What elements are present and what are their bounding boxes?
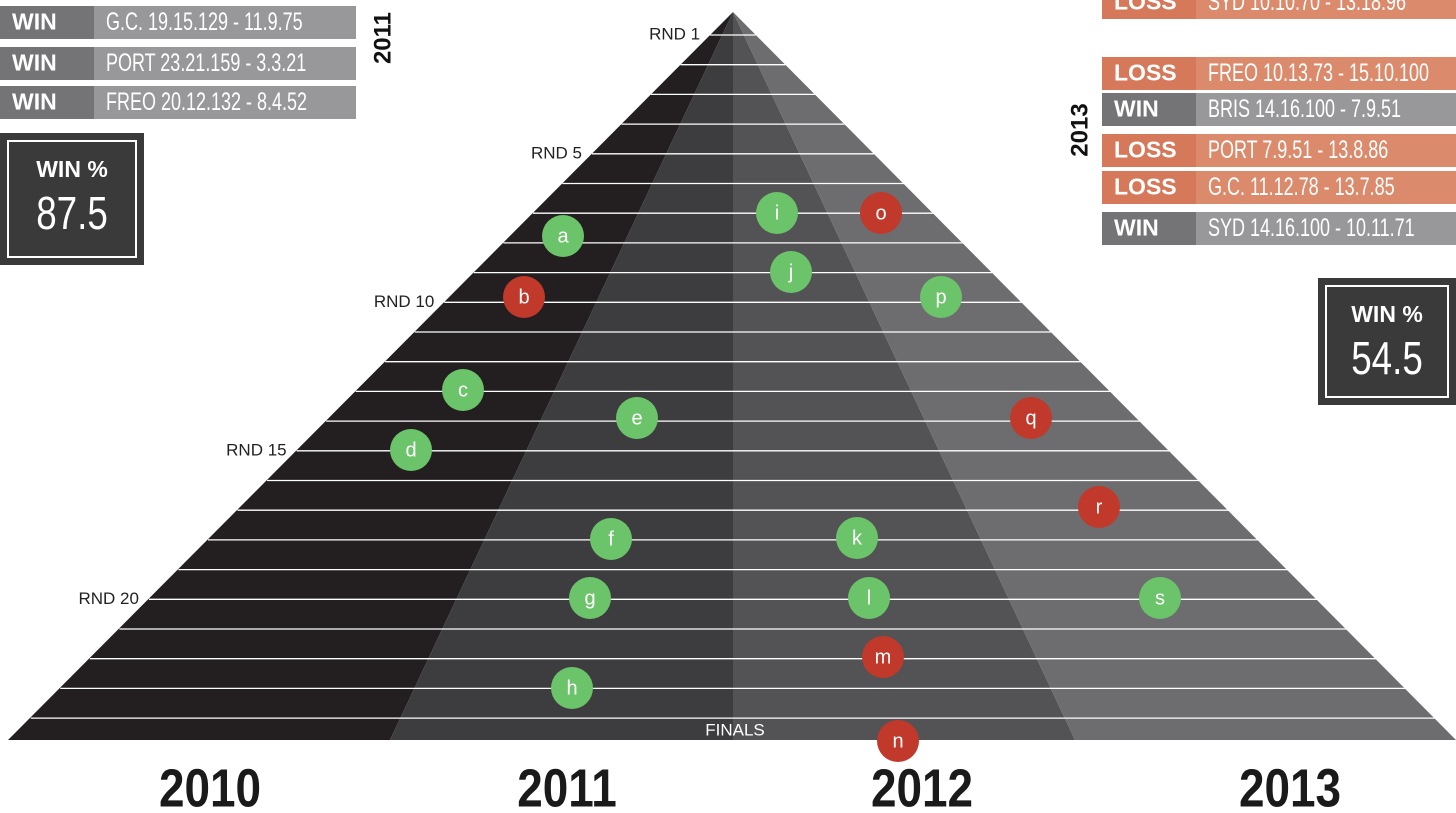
result-text: WIN <box>12 9 57 35</box>
marker-label: g <box>584 587 595 609</box>
marker-label: c <box>458 379 468 401</box>
win-pct-label: WIN % <box>36 156 108 182</box>
marker-label: a <box>557 225 569 247</box>
finals-label: FINALS <box>705 720 765 739</box>
marker-label: l <box>867 587 871 609</box>
win-pct-value: 54.5 <box>1351 332 1423 384</box>
marker-label: s <box>1155 587 1165 609</box>
score-text: BRIS 14.16.100 - 7.9.51 <box>1208 94 1401 123</box>
result-text: WIN <box>1114 96 1159 122</box>
round-label: RND 10 <box>374 292 434 311</box>
round-label: RND 1 <box>649 24 700 43</box>
score-text: FREO 10.13.73 - 15.10.100 <box>1208 58 1429 87</box>
year-label: 2011 <box>517 758 617 813</box>
marker-label: n <box>892 730 903 752</box>
season-label: 2011 <box>369 12 396 64</box>
result-text: LOSS <box>1114 174 1177 200</box>
result-text: WIN <box>12 89 57 115</box>
marker-label: o <box>875 202 886 224</box>
infographic: a b c d e f g h i j k l m n o p q r s RND 1 RND 5 RND 10 RND 1… <box>0 0 1456 813</box>
score-text: G.C. 11.12.78 - 13.7.85 <box>1208 172 1395 201</box>
round-label: RND 20 <box>78 589 138 608</box>
year-label: 2010 <box>159 758 261 813</box>
win-pct-label: WIN % <box>1351 301 1423 327</box>
win-pct-value: 87.5 <box>36 187 108 239</box>
score-text: PORT 7.9.51 - 13.8.86 <box>1208 135 1388 164</box>
result-text: LOSS <box>1114 0 1177 15</box>
result-text: WIN <box>12 50 57 76</box>
marker-label: f <box>608 528 614 550</box>
marker-label: b <box>518 286 529 308</box>
year-label: 2013 <box>1239 758 1341 813</box>
score-text: PORT 23.21.159 - 3.3.21 <box>106 48 306 77</box>
marker-label: k <box>852 527 863 549</box>
marker-label: r <box>1096 496 1103 518</box>
year-label: 2012 <box>871 758 973 813</box>
right-panel: LOSS SYD 10.10.70 - 13.18.96 LOSS FREO 10.1… <box>1066 0 1456 405</box>
score-text: G.C. 19.15.129 - 11.9.75 <box>106 7 303 36</box>
score-text: SYD 10.10.70 - 13.18.96 <box>1208 0 1406 16</box>
result-text: LOSS <box>1114 137 1177 163</box>
score-text: FREO 20.12.132 - 8.4.52 <box>106 87 307 116</box>
left-panel: WIN G.C. 19.15.129 - 11.9.75 WIN PORT 23.21… <box>0 6 396 265</box>
score-text: SYD 14.16.100 - 10.11.71 <box>1208 213 1415 242</box>
season-label: 2013 <box>1066 103 1093 156</box>
result-text: LOSS <box>1114 60 1177 86</box>
result-text: WIN <box>1114 215 1159 241</box>
round-label: RND 5 <box>531 143 582 162</box>
round-label: RND 15 <box>226 440 286 459</box>
marker-label: e <box>631 407 642 429</box>
marker-label: q <box>1025 407 1036 429</box>
marker-label: i <box>775 202 779 224</box>
marker-label: j <box>788 261 793 283</box>
marker-label: m <box>875 646 892 668</box>
marker-label: h <box>566 677 577 699</box>
marker-label: p <box>935 286 946 308</box>
marker-label: d <box>405 439 416 461</box>
